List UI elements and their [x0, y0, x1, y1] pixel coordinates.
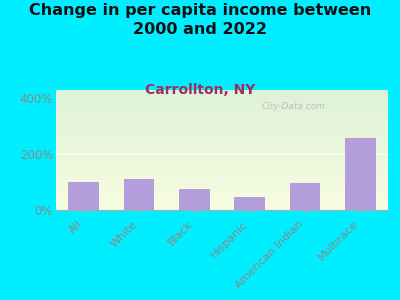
Bar: [124, 179, 154, 210]
Text: City-Data.com: City-Data.com: [262, 102, 326, 111]
Text: Change in per capita income between
2000 and 2022: Change in per capita income between 2000…: [29, 3, 371, 37]
Text: Carrollton, NY: Carrollton, NY: [145, 82, 255, 97]
Bar: [345, 138, 376, 210]
Bar: [179, 189, 210, 210]
Bar: [234, 196, 265, 210]
Bar: [68, 182, 99, 210]
Bar: [290, 184, 320, 210]
